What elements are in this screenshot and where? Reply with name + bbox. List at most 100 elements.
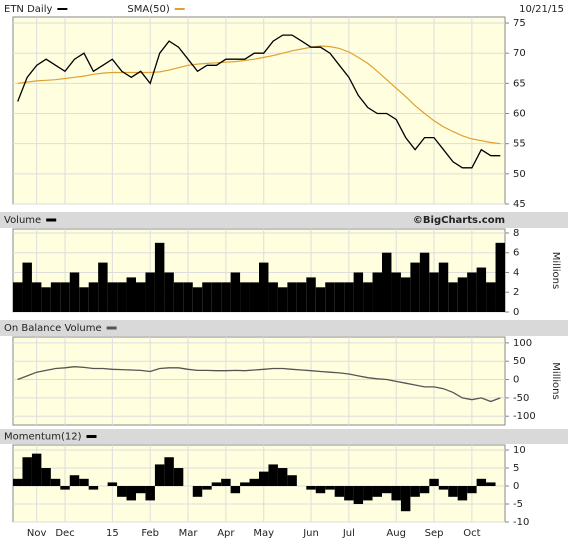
bar bbox=[192, 486, 203, 497]
bar bbox=[325, 486, 335, 490]
bar bbox=[344, 486, 354, 501]
bar bbox=[419, 252, 430, 312]
bar bbox=[13, 282, 23, 312]
bar bbox=[136, 486, 146, 494]
bar bbox=[457, 486, 468, 501]
bar bbox=[69, 475, 80, 487]
bar bbox=[145, 272, 155, 312]
y-tick-label: 0 bbox=[513, 375, 519, 386]
bar bbox=[41, 468, 51, 487]
y-tick-label: 4 bbox=[513, 267, 519, 278]
bar bbox=[410, 262, 420, 312]
bar bbox=[60, 282, 70, 312]
y-tick-label: 0 bbox=[513, 481, 519, 492]
bar bbox=[315, 486, 326, 494]
bar bbox=[164, 457, 174, 487]
bar bbox=[448, 282, 458, 312]
bar bbox=[372, 486, 382, 497]
y-tick-label: 70 bbox=[513, 48, 526, 59]
x-tick-label: Feb bbox=[141, 528, 159, 539]
y-tick-label: 100 bbox=[513, 338, 532, 349]
bar bbox=[287, 475, 297, 487]
bar bbox=[344, 282, 354, 312]
y-tick-label: 6 bbox=[513, 248, 519, 259]
bar bbox=[202, 486, 212, 490]
bar bbox=[136, 282, 146, 312]
bar bbox=[230, 272, 241, 312]
bar bbox=[363, 486, 373, 501]
panel-title: Volume bbox=[4, 215, 41, 226]
bar bbox=[486, 482, 496, 487]
bar bbox=[79, 478, 89, 487]
bar bbox=[31, 453, 42, 487]
bar bbox=[88, 282, 99, 312]
y-tick-label: 5 bbox=[513, 463, 519, 474]
bar bbox=[13, 478, 23, 487]
bar bbox=[107, 282, 118, 312]
bar bbox=[476, 267, 487, 312]
y-tick-label: 50 bbox=[513, 169, 526, 180]
bar bbox=[391, 486, 401, 501]
bar bbox=[306, 486, 316, 490]
bar bbox=[211, 482, 222, 487]
x-tick-label: Mar bbox=[179, 528, 199, 539]
x-tick-label: Oct bbox=[463, 528, 480, 539]
bar bbox=[164, 272, 174, 312]
bar bbox=[486, 282, 496, 312]
line bbox=[17, 45, 501, 145]
bar bbox=[117, 486, 127, 497]
bar bbox=[325, 282, 335, 312]
y-tick-label: 10 bbox=[513, 445, 526, 456]
x-tick-label: Apr bbox=[217, 528, 235, 539]
bar bbox=[287, 282, 297, 312]
bar bbox=[249, 478, 259, 487]
bar bbox=[126, 277, 136, 312]
bar bbox=[400, 277, 411, 312]
bar bbox=[240, 482, 250, 487]
y-tick-label: 60 bbox=[513, 109, 526, 120]
bar bbox=[202, 282, 212, 312]
bar bbox=[268, 464, 278, 487]
bar bbox=[306, 277, 316, 312]
bar bbox=[249, 282, 259, 312]
bar bbox=[429, 272, 439, 312]
bar bbox=[126, 486, 136, 501]
panel-header bbox=[0, 429, 568, 444]
x-tick-label: Nov bbox=[27, 528, 47, 539]
x-tick-label: May bbox=[253, 528, 274, 539]
y-tick-label: -50 bbox=[513, 393, 529, 404]
bar bbox=[259, 262, 269, 312]
bar bbox=[410, 486, 420, 497]
bar bbox=[438, 486, 449, 490]
x-tick-label: Jun bbox=[302, 528, 319, 539]
bar bbox=[69, 272, 80, 312]
bar bbox=[60, 486, 70, 490]
bar bbox=[230, 486, 241, 494]
bar bbox=[240, 282, 250, 312]
y-tick-label: 65 bbox=[513, 78, 526, 89]
bar bbox=[154, 464, 165, 487]
bar bbox=[476, 478, 487, 487]
bar bbox=[88, 486, 99, 490]
bar bbox=[457, 277, 468, 312]
y-tick-label: -100 bbox=[513, 411, 536, 422]
bar bbox=[315, 287, 326, 312]
bar bbox=[438, 262, 449, 312]
panel-header bbox=[0, 212, 568, 228]
bar bbox=[353, 272, 364, 312]
bar bbox=[467, 486, 477, 494]
bar bbox=[221, 478, 231, 487]
plot-area bbox=[12, 16, 506, 205]
y-tick-label: 55 bbox=[513, 139, 526, 150]
bar bbox=[117, 282, 127, 312]
credit: ©BigCharts.com bbox=[413, 215, 505, 226]
bar bbox=[495, 242, 505, 312]
bar bbox=[467, 272, 477, 312]
bar bbox=[192, 287, 203, 312]
bar bbox=[382, 252, 392, 312]
bar bbox=[277, 468, 288, 487]
y-tick-label: 50 bbox=[513, 356, 526, 367]
plot-area bbox=[12, 336, 506, 426]
bar bbox=[31, 282, 42, 312]
